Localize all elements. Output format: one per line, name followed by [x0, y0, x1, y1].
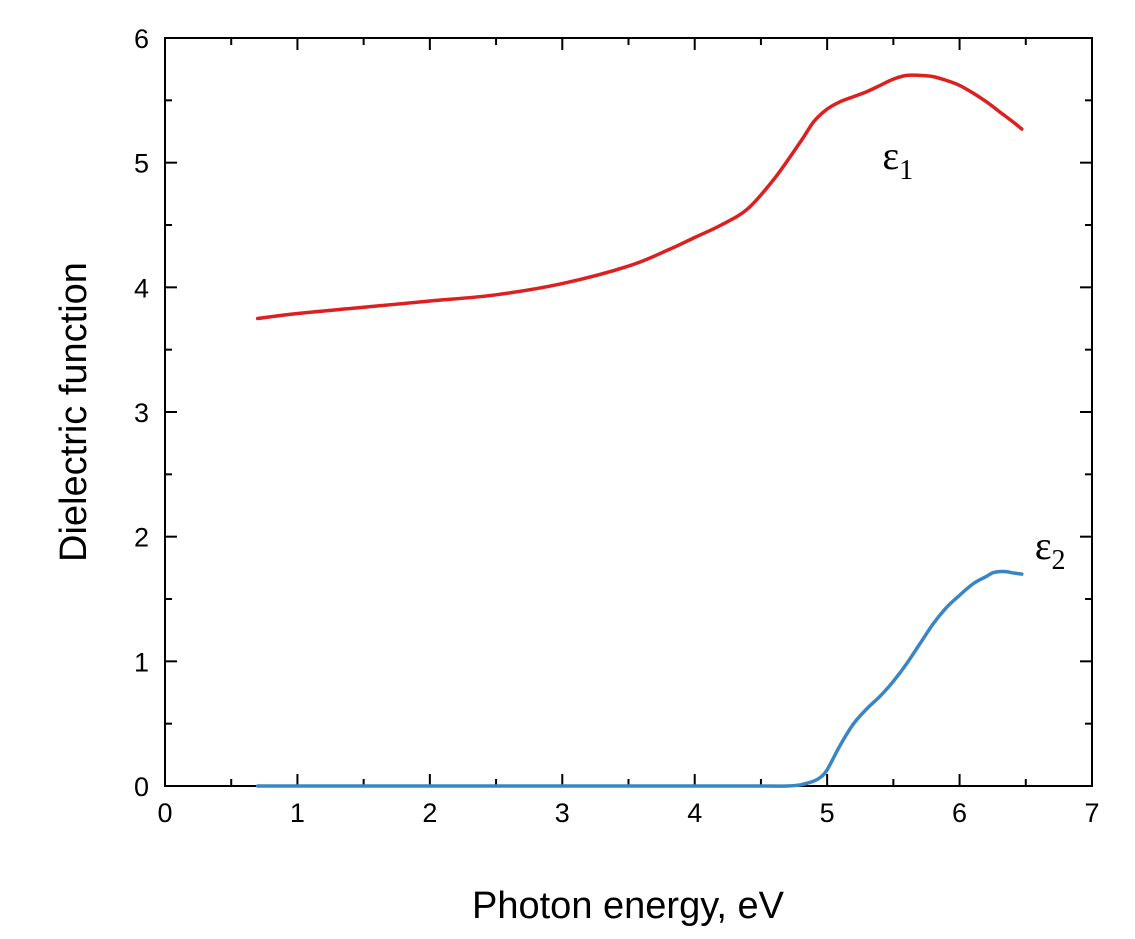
y-axis-title: Dielectric function [53, 262, 95, 562]
plot-frame [164, 37, 1093, 787]
x-axis-title: Photon energy, eV [472, 885, 785, 927]
series-label-eps2-main: ε [1035, 523, 1052, 568]
series-line-1 [255, 73, 1024, 321]
x-tick-label: 7 [1084, 798, 1099, 828]
series-label-eps1: ε1 [882, 133, 913, 186]
y-tick-label: 2 [134, 523, 149, 553]
x-tick-label: 6 [952, 798, 967, 828]
series-lines [255, 73, 1024, 788]
axis-ticks [164, 37, 1093, 787]
tick-labels: 0 1 2 3 4 5 6 7 0 1 2 3 4 5 6 [134, 24, 1100, 828]
series-label-eps2: ε2 [1035, 523, 1066, 576]
x-tick-label: 3 [555, 798, 570, 828]
x-tick-label: 1 [290, 798, 305, 828]
series-line-2 [255, 569, 1024, 788]
y-tick-label: 6 [134, 24, 149, 54]
x-tick-label: 5 [820, 798, 835, 828]
series-label-eps1-main: ε [882, 133, 899, 178]
x-tick-label: 0 [157, 798, 172, 828]
x-tick-label: 4 [687, 798, 702, 828]
y-tick-label: 4 [134, 273, 149, 303]
series-label-eps1-sub: 1 [899, 155, 913, 186]
y-tick-label: 1 [134, 647, 149, 677]
series-label-eps2-sub: 2 [1052, 545, 1066, 576]
y-tick-label: 3 [134, 398, 149, 428]
y-tick-label: 0 [134, 772, 149, 802]
y-tick-label: 5 [134, 149, 149, 179]
x-tick-label: 2 [422, 798, 437, 828]
